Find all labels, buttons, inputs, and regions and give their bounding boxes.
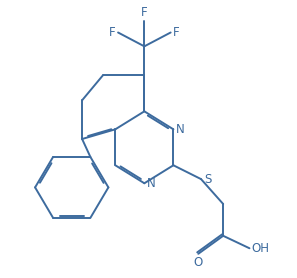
Text: F: F bbox=[141, 6, 148, 19]
Text: F: F bbox=[173, 26, 179, 39]
Text: OH: OH bbox=[252, 242, 270, 255]
Text: O: O bbox=[194, 256, 203, 269]
Text: N: N bbox=[176, 123, 185, 136]
Text: F: F bbox=[109, 26, 116, 39]
Text: N: N bbox=[147, 177, 156, 190]
Text: S: S bbox=[204, 173, 211, 186]
